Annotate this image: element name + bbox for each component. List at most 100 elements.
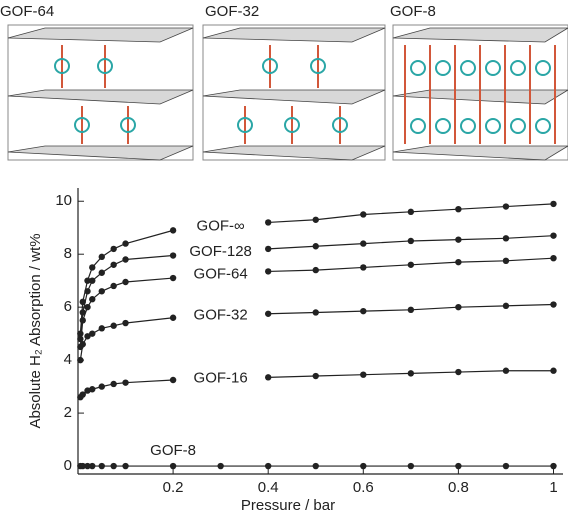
data-point: [122, 240, 128, 246]
data-point: [89, 386, 95, 392]
structure-panel: [393, 25, 568, 160]
data-point: [110, 246, 116, 252]
data-point: [455, 369, 461, 375]
data-point: [408, 307, 414, 313]
data-point: [122, 279, 128, 285]
data-point: [89, 463, 95, 469]
y-tick-label: 4: [64, 351, 72, 368]
data-point: [408, 238, 414, 244]
data-point: [360, 308, 366, 314]
data-point: [122, 320, 128, 326]
data-point: [110, 262, 116, 268]
data-point: [360, 264, 366, 270]
data-point: [503, 258, 509, 264]
data-point: [110, 381, 116, 387]
data-point: [360, 211, 366, 217]
y-tick-label: 2: [64, 404, 72, 421]
data-point: [265, 246, 271, 252]
data-point: [265, 268, 271, 274]
data-point: [99, 383, 105, 389]
series-label: GOF-∞: [197, 217, 245, 234]
data-point: [503, 368, 509, 374]
x-tick-label: 0.6: [353, 479, 374, 496]
data-point: [80, 317, 86, 323]
data-point: [408, 209, 414, 215]
panel-label: GOF-64: [0, 3, 54, 20]
data-point: [265, 463, 271, 469]
data-point: [313, 309, 319, 315]
data-point: [99, 254, 105, 260]
data-point: [84, 304, 90, 310]
data-point: [89, 296, 95, 302]
x-tick-label: 0.4: [258, 479, 279, 496]
panel-label: GOF-8: [390, 3, 436, 20]
data-point: [122, 256, 128, 262]
data-point: [408, 262, 414, 268]
data-point: [455, 259, 461, 265]
data-point: [550, 301, 556, 307]
data-point: [503, 463, 509, 469]
x-tick-label: 0.8: [448, 479, 469, 496]
data-point: [360, 371, 366, 377]
data-point: [99, 325, 105, 331]
data-point: [550, 255, 556, 261]
data-point: [80, 341, 86, 347]
series-label: GOF-128: [189, 243, 252, 260]
data-point: [550, 368, 556, 374]
data-point: [550, 232, 556, 238]
data-point: [313, 267, 319, 273]
data-point: [99, 288, 105, 294]
data-point: [455, 304, 461, 310]
data-point: [84, 288, 90, 294]
structure-panel: [8, 25, 193, 160]
data-point: [122, 463, 128, 469]
series-label: GOF-16: [194, 370, 248, 387]
data-point: [122, 379, 128, 385]
data-point: [170, 377, 176, 383]
data-point: [313, 373, 319, 379]
x-tick-label: 1: [549, 479, 557, 496]
x-axis-label: Pressure / bar: [241, 497, 335, 514]
data-point: [170, 315, 176, 321]
data-point: [313, 463, 319, 469]
series-label: GOF-64: [194, 266, 248, 283]
data-point: [503, 235, 509, 241]
data-point: [99, 463, 105, 469]
data-point: [503, 203, 509, 209]
data-point: [455, 236, 461, 242]
data-point: [170, 227, 176, 233]
data-point: [408, 463, 414, 469]
data-point: [89, 264, 95, 270]
data-point: [217, 463, 223, 469]
data-point: [265, 374, 271, 380]
data-point: [99, 270, 105, 276]
data-point: [360, 240, 366, 246]
data-point: [550, 463, 556, 469]
data-point: [89, 330, 95, 336]
y-tick-label: 8: [64, 245, 72, 262]
data-point: [170, 463, 176, 469]
data-point: [110, 283, 116, 289]
data-point: [550, 201, 556, 207]
data-point: [110, 463, 116, 469]
data-point: [265, 311, 271, 317]
series-line: [80, 278, 173, 347]
y-tick-label: 6: [64, 298, 72, 315]
data-point: [110, 323, 116, 329]
y-tick-label: 10: [55, 192, 72, 209]
x-tick-label: 0.2: [163, 479, 184, 496]
panel-label: GOF-32: [205, 3, 259, 20]
data-point: [408, 370, 414, 376]
data-point: [360, 463, 366, 469]
data-point: [77, 357, 83, 363]
data-point: [265, 219, 271, 225]
data-point: [313, 217, 319, 223]
y-tick-label: 0: [64, 457, 72, 474]
series-label: GOF-8: [150, 442, 196, 459]
data-point: [170, 275, 176, 281]
figure: GOF-64 GOF-32 GOF-8 Pressure / bar Absol…: [0, 0, 568, 516]
series-label: GOF-32: [194, 307, 248, 324]
data-point: [455, 206, 461, 212]
y-axis-label: Absolute H₂ Absorption / wt%: [27, 233, 44, 428]
data-point: [170, 252, 176, 258]
